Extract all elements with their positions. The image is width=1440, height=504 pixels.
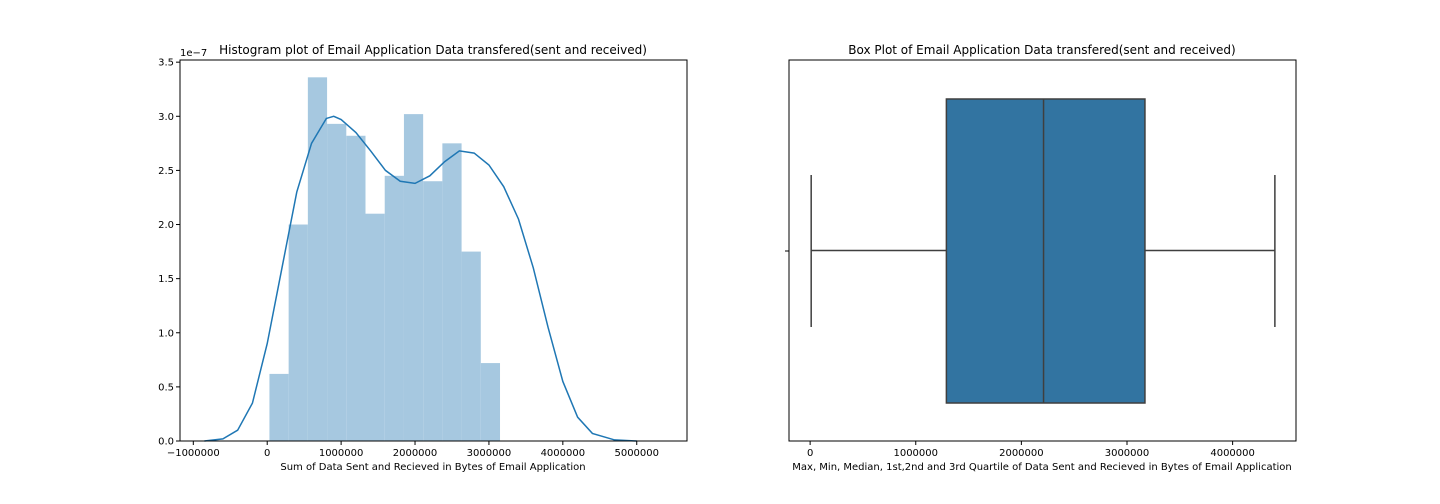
histogram-bar [423, 181, 443, 441]
histogram-bar [384, 175, 404, 441]
histogram-bar [288, 224, 308, 441]
histogram-y-tick-label: 3.5 [158, 58, 174, 69]
histogram-y-tick-label: 0.0 [158, 437, 174, 448]
histogram-bar [365, 213, 385, 441]
histogram-y-ticks: 0.0 0.5 1.0 1.5 2.0 2.5 3.0 3.5 [158, 58, 180, 448]
boxplot-x-tick-label: 3000000 [1105, 448, 1150, 459]
histogram-x-tick-label: 1000000 [319, 448, 364, 459]
histogram-bars [269, 77, 501, 442]
histogram-y-tick-label: 0.5 [158, 382, 174, 393]
boxplot-x-tick-label: 2000000 [999, 448, 1044, 459]
histogram-y-tick-label: 3.0 [158, 112, 174, 123]
histogram-y-tick-label: 1.0 [158, 328, 174, 339]
boxplot-plot-frame [788, 59, 1297, 442]
histogram-panel: Histogram plot of Email Application Data… [158, 43, 688, 473]
histogram-bar [461, 251, 481, 441]
histogram-x-tick-label: −1000000 [167, 448, 220, 459]
boxplot-x-tick-label: 1000000 [893, 448, 938, 459]
boxplot-x-axis-label: Max, Min, Median, 1st,2nd and 3rd Quarti… [792, 462, 1291, 473]
boxplot-title: Box Plot of Email Application Data trans… [848, 43, 1235, 57]
histogram-bar [346, 135, 366, 442]
histogram-y-tick-label: 2.5 [158, 166, 174, 177]
histogram-bar [480, 363, 501, 441]
histogram-kde-line [204, 115, 637, 442]
histogram-plot-frame [179, 59, 688, 442]
histogram-title: Histogram plot of Email Application Data… [219, 43, 647, 57]
histogram-bar [269, 373, 289, 441]
histogram-y-tick-label: 2.0 [158, 220, 174, 231]
histogram-bar [327, 123, 347, 442]
histogram-y-tick-label: 1.5 [158, 274, 174, 285]
histogram-x-tick-label: 3000000 [467, 448, 512, 459]
boxplot-marks [810, 98, 1276, 404]
boxplot-x-tick-label: 4000000 [1210, 448, 1255, 459]
histogram-bar [442, 143, 462, 441]
boxplot-x-tick-label: 0 [807, 448, 813, 459]
histogram-x-axis-label: Sum of Data Sent and Recieved in Bytes o… [280, 462, 585, 473]
histogram-y-offset-text: 1e−7 [180, 48, 207, 59]
histogram-bar [307, 77, 328, 442]
histogram-x-ticks: −1000000 0 1000000 2000000 3000000 4000000 500… [167, 441, 659, 459]
boxplot-box [945, 98, 1146, 404]
histogram-x-tick-label: 2000000 [393, 448, 438, 459]
boxplot-x-ticks: 0 1000000 2000000 3000000 4000000 [807, 441, 1255, 459]
histogram-bar [403, 114, 424, 441]
histogram-x-tick-label: 5000000 [614, 448, 659, 459]
histogram-x-tick-label: 0 [264, 448, 270, 459]
histogram-x-tick-label: 4000000 [541, 448, 586, 459]
boxplot-panel: Box Plot of Email Application Data trans… [785, 43, 1297, 473]
